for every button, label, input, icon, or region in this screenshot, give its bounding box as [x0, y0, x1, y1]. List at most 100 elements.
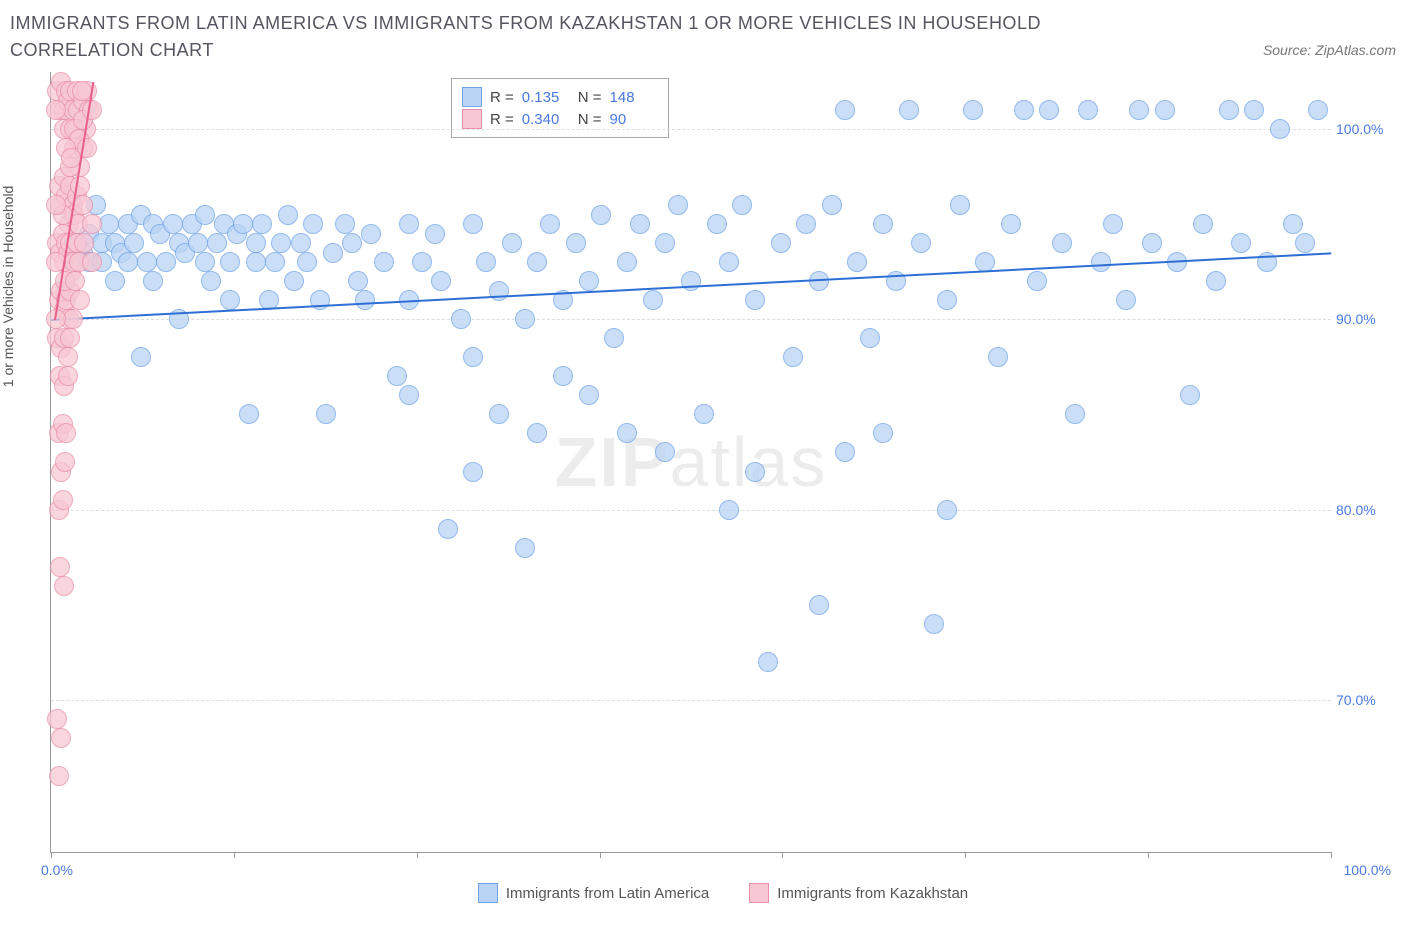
data-point	[297, 252, 317, 272]
watermark: ZIPatlas	[555, 422, 828, 502]
x-tick	[417, 852, 418, 858]
data-point	[463, 347, 483, 367]
y-tick-label: 90.0%	[1336, 311, 1391, 327]
data-point	[46, 195, 66, 215]
x-tick	[234, 852, 235, 858]
data-point	[655, 233, 675, 253]
data-point	[47, 709, 67, 729]
x-tick	[51, 852, 52, 858]
grid-line	[51, 319, 1331, 320]
data-point	[860, 328, 880, 348]
data-point	[342, 233, 362, 253]
data-point	[643, 290, 663, 310]
data-point	[220, 252, 240, 272]
data-point	[323, 243, 343, 263]
data-point	[291, 233, 311, 253]
data-point	[65, 271, 85, 291]
data-point	[579, 385, 599, 405]
data-point	[60, 328, 80, 348]
data-point	[1180, 385, 1200, 405]
data-point	[617, 252, 637, 272]
data-point	[579, 271, 599, 291]
data-point	[655, 442, 675, 462]
data-point	[118, 252, 138, 272]
source-name: ZipAtlas.com	[1315, 42, 1396, 58]
data-point	[630, 214, 650, 234]
data-point	[53, 490, 73, 510]
legend-item-1: Immigrants from Latin America	[478, 883, 709, 903]
data-point	[835, 442, 855, 462]
data-point	[1027, 271, 1047, 291]
data-point	[732, 195, 752, 215]
stat-row: R =0.340N =90	[462, 109, 658, 129]
grid-line	[51, 129, 1331, 130]
data-point	[758, 652, 778, 672]
data-point	[911, 233, 931, 253]
x-tick	[965, 852, 966, 858]
data-point	[835, 100, 855, 120]
x-tick	[782, 852, 783, 858]
source-attribution: Source: ZipAtlas.com	[1263, 42, 1396, 58]
data-point	[137, 252, 157, 272]
legend-label-1: Immigrants from Latin America	[506, 885, 709, 902]
data-point	[316, 404, 336, 424]
data-point	[1244, 100, 1264, 120]
data-point	[399, 214, 419, 234]
data-point	[707, 214, 727, 234]
data-point	[1014, 100, 1034, 120]
data-point	[988, 347, 1008, 367]
data-point	[1129, 100, 1149, 120]
x-tick	[1331, 852, 1332, 858]
legend-swatch-1	[478, 883, 498, 903]
data-point	[899, 100, 919, 120]
stat-n-value: 90	[610, 111, 658, 128]
stat-r-value: 0.340	[522, 111, 570, 128]
data-point	[246, 233, 266, 253]
data-point	[1001, 214, 1021, 234]
data-point	[796, 214, 816, 234]
data-point	[1065, 404, 1085, 424]
data-point	[719, 252, 739, 272]
data-point	[55, 452, 75, 472]
data-point	[771, 233, 791, 253]
data-point	[668, 195, 688, 215]
chart-title: IMMIGRANTS FROM LATIN AMERICA VS IMMIGRA…	[10, 10, 1130, 64]
data-point	[873, 214, 893, 234]
data-point	[49, 766, 69, 786]
data-point	[82, 214, 102, 234]
data-point	[1308, 100, 1328, 120]
bottom-legend: Immigrants from Latin America Immigrants…	[50, 883, 1396, 903]
data-point	[809, 595, 829, 615]
data-point	[188, 233, 208, 253]
data-point	[515, 538, 535, 558]
x-axis-max-label: 100.0%	[1344, 862, 1391, 878]
y-tick-label: 80.0%	[1336, 502, 1391, 518]
data-point	[361, 224, 381, 244]
data-point	[527, 423, 547, 443]
legend-swatch-2	[749, 883, 769, 903]
data-point	[425, 224, 445, 244]
stat-r-label: R =	[490, 89, 514, 106]
data-point	[1103, 214, 1123, 234]
grid-line	[51, 700, 1331, 701]
data-point	[387, 366, 407, 386]
data-point	[1078, 100, 1098, 120]
data-point	[527, 252, 547, 272]
watermark-bold: ZIP	[555, 423, 670, 501]
data-point	[143, 271, 163, 291]
legend-item-2: Immigrants from Kazakhstan	[749, 883, 968, 903]
stat-swatch	[462, 109, 482, 129]
data-point	[553, 366, 573, 386]
data-point	[246, 252, 266, 272]
data-point	[54, 576, 74, 596]
data-point	[1231, 233, 1251, 253]
data-point	[82, 252, 102, 272]
grid-line	[51, 510, 1331, 511]
stat-r-label: R =	[490, 111, 514, 128]
data-point	[105, 271, 125, 291]
data-point	[463, 462, 483, 482]
data-point	[963, 100, 983, 120]
watermark-light: atlas	[670, 423, 828, 501]
data-point	[412, 252, 432, 272]
data-point	[73, 195, 93, 215]
